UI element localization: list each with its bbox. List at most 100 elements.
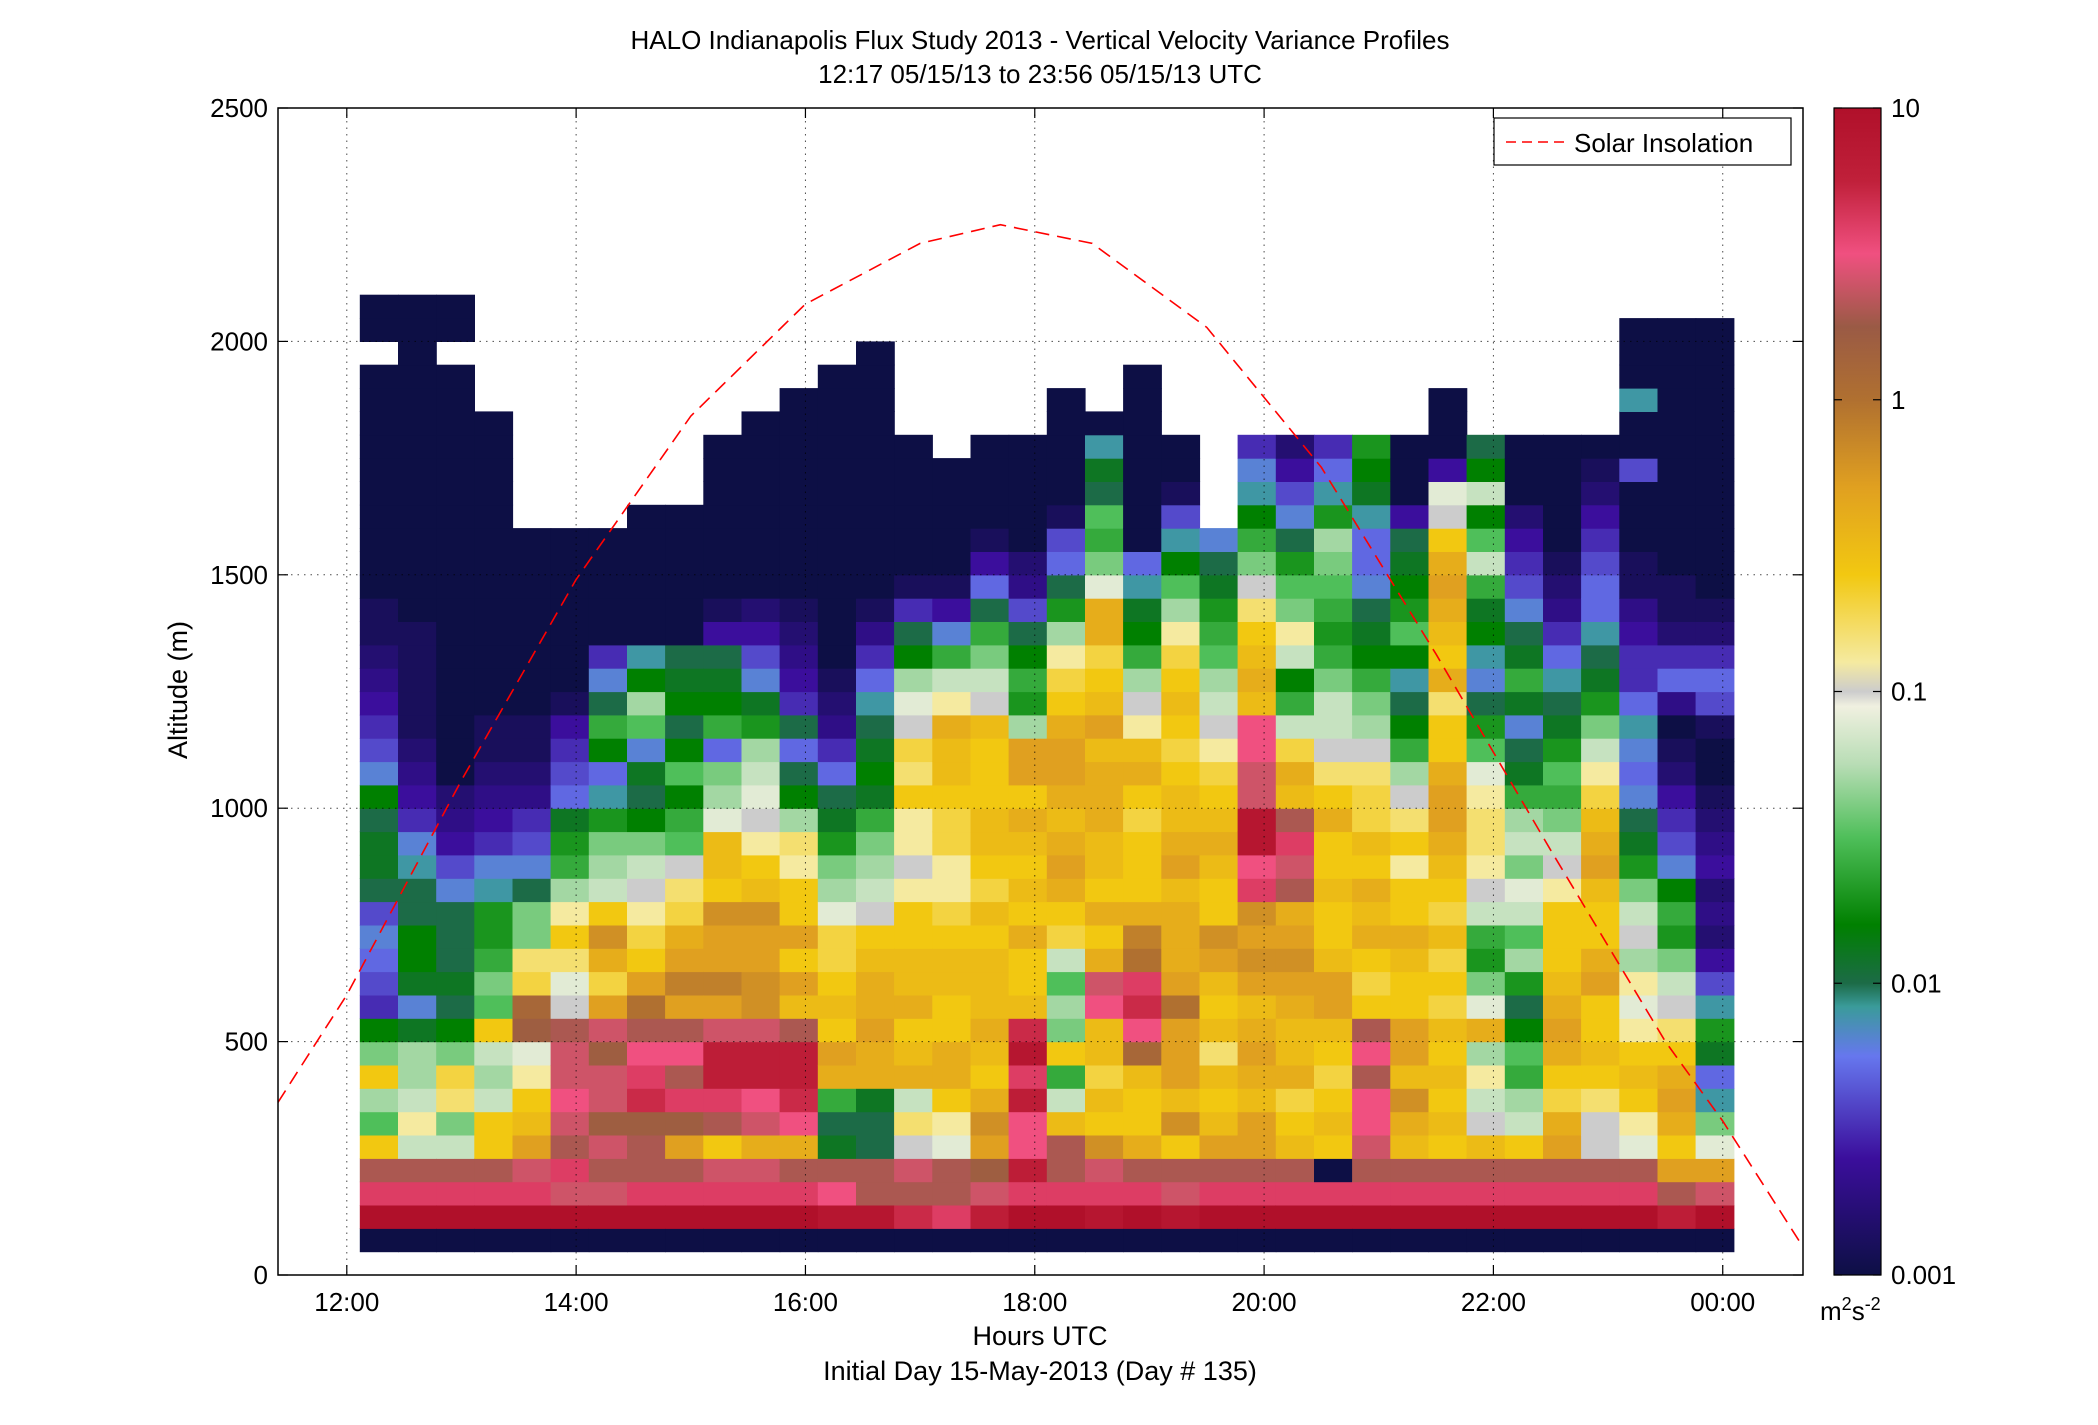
heatmap-cell: [1466, 994, 1506, 1019]
heatmap-cell: [932, 1228, 972, 1253]
heatmap-cell: [1314, 854, 1353, 879]
heatmap-cell: [1581, 808, 1620, 833]
heatmap-cell: [1695, 574, 1735, 599]
heatmap-cell: [703, 808, 743, 833]
heatmap-cell: [1275, 1064, 1315, 1089]
heatmap-cell: [1428, 434, 1468, 459]
heatmap-cell: [1390, 1205, 1430, 1229]
heatmap-cell: [1008, 481, 1048, 506]
heatmap-cell: [970, 948, 1010, 973]
heatmap-cell: [932, 948, 972, 973]
heatmap-cell: [1046, 691, 1086, 716]
heatmap-cell: [1161, 621, 1201, 646]
heatmap-cell: [1657, 831, 1697, 856]
heatmap-cell: [550, 691, 590, 716]
heatmap-cell: [1046, 551, 1086, 576]
heatmap-cell: [1008, 948, 1048, 973]
heatmap-cell: [1390, 901, 1430, 926]
heatmap-cell: [665, 1205, 704, 1229]
heatmap-cell: [1619, 1228, 1659, 1253]
heatmap-cell: [1428, 504, 1468, 529]
heatmap-cell: [1428, 691, 1468, 716]
heatmap-cell: [1543, 668, 1582, 693]
heatmap-cell: [627, 668, 666, 693]
heatmap-cell: [1428, 948, 1468, 973]
heatmap-cell: [817, 924, 857, 949]
heatmap-cell: [1314, 831, 1353, 856]
heatmap-cell: [1581, 784, 1620, 809]
heatmap-cell: [1428, 458, 1468, 482]
heatmap-cell: [741, 644, 781, 669]
heatmap-cell: [1619, 411, 1659, 436]
heatmap-cell: [856, 924, 895, 949]
heatmap-cell: [1581, 504, 1620, 529]
heatmap-cell: [1008, 1064, 1048, 1089]
heatmap-cell: [588, 1041, 628, 1066]
heatmap-cell: [1428, 1064, 1468, 1089]
heatmap-cell: [1657, 1111, 1697, 1136]
heatmap-cell: [1619, 1018, 1659, 1043]
heatmap-cell: [1123, 831, 1162, 856]
heatmap-cell: [1008, 574, 1048, 599]
y-axis: 0 500 1000 1500 2000 2500: [210, 93, 1803, 1290]
heatmap-cell: [741, 1041, 781, 1066]
heatmap-cell: [474, 1111, 514, 1136]
heatmap-cell: [779, 784, 819, 809]
heatmap-cell: [436, 971, 475, 996]
heatmap-cell: [1657, 411, 1697, 436]
heatmap-cell: [512, 1228, 552, 1253]
heatmap-cell: [1466, 1088, 1506, 1113]
heatmap-cell: [1046, 598, 1086, 622]
heatmap-cell: [779, 1135, 819, 1159]
heatmap-cell: [741, 1018, 781, 1043]
heatmap-cell: [1581, 1228, 1620, 1253]
heatmap-cell: [359, 808, 399, 833]
heatmap-cell: [1352, 784, 1391, 809]
heatmap-cell: [703, 1041, 743, 1066]
heatmap-cell: [894, 1205, 933, 1229]
heatmap-cell: [1390, 528, 1430, 552]
heatmap-cell: [779, 924, 819, 949]
heatmap-cell: [1199, 1088, 1239, 1113]
heatmap-cell: [474, 1064, 514, 1089]
heatmap-cell: [856, 901, 895, 926]
heatmap-cell: [512, 1135, 552, 1159]
heatmap-cell: [932, 971, 972, 996]
heatmap-cell: [1695, 691, 1735, 716]
heatmap-cell: [436, 434, 475, 459]
heatmap-cell: [512, 924, 552, 949]
heatmap-cell: [474, 1205, 514, 1229]
heatmap-cell: [1275, 598, 1315, 622]
heatmap-cell: [1428, 528, 1468, 552]
heatmap-cell: [1314, 551, 1353, 576]
heatmap-cell: [665, 1064, 704, 1089]
heatmap-cell: [1581, 1064, 1620, 1089]
heatmap-cell: [856, 411, 895, 436]
heatmap-cell: [512, 738, 552, 763]
heatmap-cell: [1581, 948, 1620, 973]
heatmap-cell: [970, 458, 1010, 482]
heatmap-cell: [436, 1158, 475, 1183]
heatmap-cell: [1199, 1018, 1239, 1043]
heatmap-cell: [1046, 1135, 1086, 1159]
heatmap-cell: [1161, 1205, 1201, 1229]
heatmap-cell: [1199, 761, 1239, 786]
heatmap-cell: [1581, 528, 1620, 552]
heatmap-cell: [1695, 644, 1735, 669]
heatmap-cell: [894, 481, 933, 506]
heatmap-cell: [1123, 364, 1162, 389]
heatmap-cell: [894, 714, 933, 739]
heatmap-cell: [1581, 1018, 1620, 1043]
heatmap-cell: [1619, 948, 1659, 973]
heatmap-cell: [665, 1158, 704, 1183]
heatmap-cell: [1695, 1158, 1735, 1183]
heatmap-cell: [1161, 831, 1201, 856]
heatmap-cell: [627, 808, 666, 833]
heatmap-cell: [1543, 1041, 1582, 1066]
heatmap-cell: [1466, 1041, 1506, 1066]
heatmap-cell: [1390, 1158, 1430, 1183]
heatmap-cell: [894, 878, 933, 903]
heatmap-cell: [779, 948, 819, 973]
heatmap-cell: [1543, 878, 1582, 903]
heatmap-cell: [436, 621, 475, 646]
